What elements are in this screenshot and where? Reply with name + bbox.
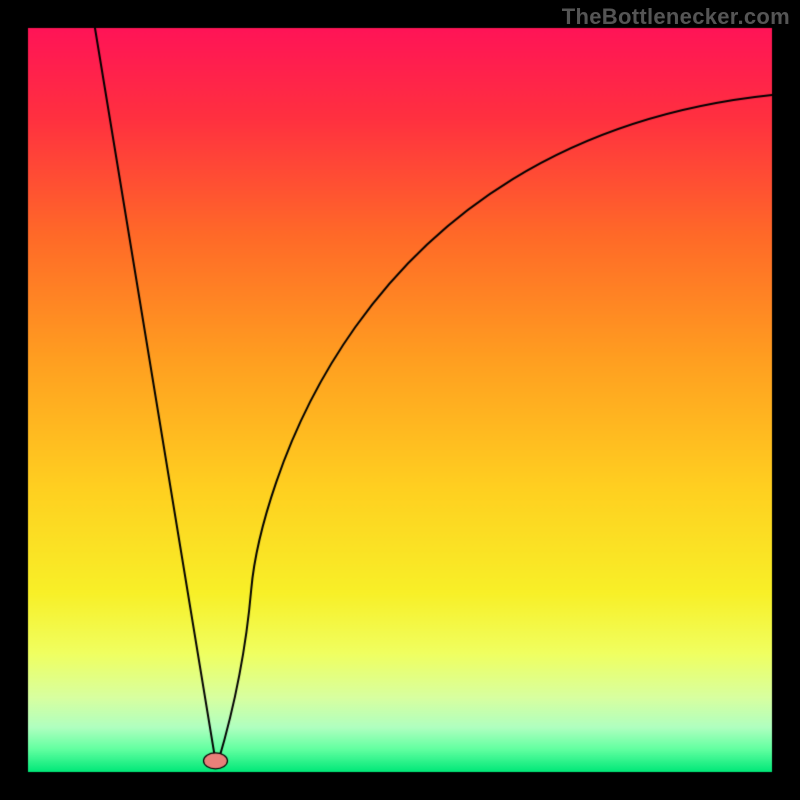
bottleneck-chart-canvas [0,0,800,800]
chart-container: TheBottlenecker.com [0,0,800,800]
